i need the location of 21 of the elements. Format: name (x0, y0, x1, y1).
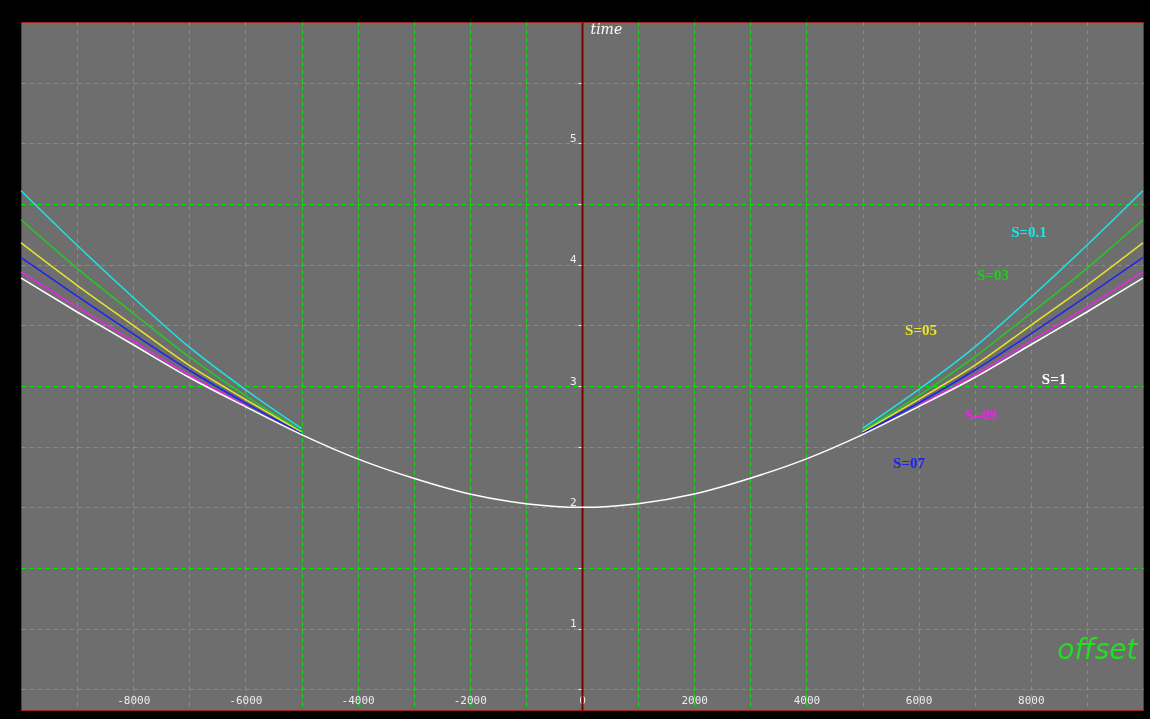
y-tick-label: 1 (569, 617, 577, 631)
x-tick-label: 2000 (681, 693, 708, 707)
x-tick-label: -8000 (117, 693, 151, 707)
x-tick-label: 6000 (905, 693, 933, 707)
x-tick-label: 8000 (1018, 693, 1045, 707)
x-tick-label: 4000 (793, 693, 821, 707)
x-tick-label: -2000 (453, 693, 487, 707)
y-tick-label: 4 (569, 253, 577, 267)
series-label: S=1 (1041, 371, 1067, 387)
series-label: S=09 (965, 407, 997, 423)
x-tick-label: -4000 (341, 693, 375, 707)
text: S=05 (905, 322, 937, 338)
y-tick-label: 5 (569, 131, 577, 145)
y-tick-label: 3 (569, 374, 577, 388)
x-axis-title: offset (1057, 632, 1139, 666)
text: S=03 (977, 267, 1009, 283)
text: S=0.1 (1011, 224, 1047, 240)
y-tick-label: 2 (569, 495, 577, 509)
y-axis-title: time (590, 20, 623, 37)
x-tick-label: -6000 (229, 693, 263, 707)
text: S=07 (893, 455, 926, 471)
